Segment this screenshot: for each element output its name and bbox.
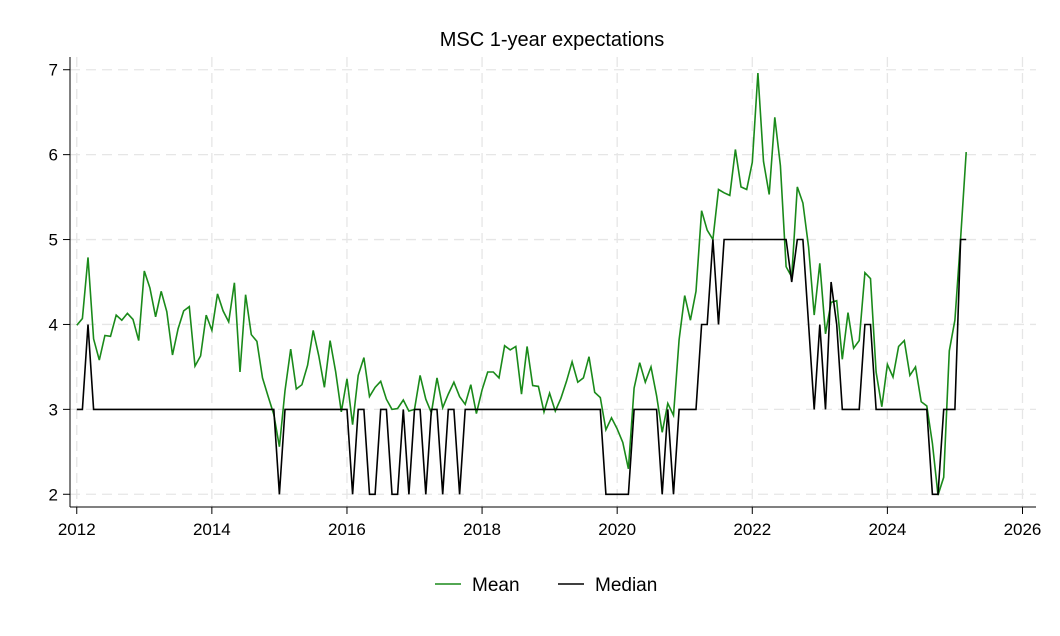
x-tick-label: 2016: [328, 520, 366, 539]
y-tick-label: 2: [49, 485, 58, 504]
series-line-median: [76, 238, 967, 496]
x-tick-label: 2022: [733, 520, 771, 539]
axes: 2 3 4 5 6 7 2012 2014 2016 2018 2020 2022 2024 2026: [49, 57, 1042, 539]
series-lines: [76, 73, 967, 496]
x-tick-label: 2012: [58, 520, 96, 539]
y-tick-label: 6: [49, 146, 58, 165]
x-tick-label: 2018: [463, 520, 501, 539]
legend: Mean Median: [435, 575, 657, 596]
chart-title: MSC 1-year expectations: [440, 29, 665, 51]
legend-label-mean: Mean: [472, 575, 520, 596]
y-tick-label: 4: [49, 315, 58, 334]
y-tick-label: 5: [49, 231, 58, 250]
grid: [70, 57, 1036, 507]
series-line-mean: [76, 73, 967, 496]
x-tick-label: 2020: [598, 520, 636, 539]
y-tick-label: 3: [49, 400, 58, 419]
x-tick-label: 2026: [1004, 520, 1042, 539]
legend-label-median: Median: [595, 575, 657, 596]
x-tick-label: 2014: [193, 520, 231, 539]
x-tick-label: 2024: [868, 520, 906, 539]
y-tick-label: 7: [49, 61, 58, 80]
